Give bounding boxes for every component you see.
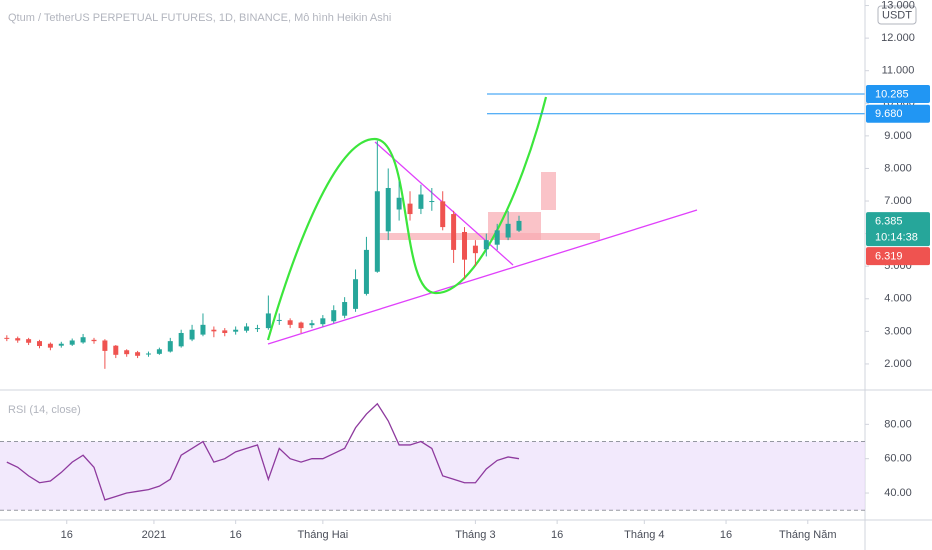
x-tick-label: Tháng Năm <box>779 529 836 541</box>
candle-body <box>462 231 468 260</box>
candle-body <box>396 197 402 210</box>
candle-body <box>233 329 239 332</box>
candle-body <box>222 330 228 333</box>
price-label-box <box>866 84 930 103</box>
x-tick-label: 16 <box>551 529 563 541</box>
y-tick-label: 11.000 <box>882 65 915 77</box>
candle-body <box>451 214 457 250</box>
candle-body <box>265 313 271 329</box>
zone-box <box>541 172 556 210</box>
y-tick-label: 3.000 <box>884 325 912 337</box>
y-tick-label: 40.00 <box>884 487 912 499</box>
candle-body <box>309 323 315 326</box>
candle-body <box>69 340 75 345</box>
candle-body <box>320 318 326 325</box>
candle-body <box>37 341 43 347</box>
candle-body <box>200 324 206 335</box>
candle-body <box>331 310 337 322</box>
candle-body <box>494 230 500 245</box>
rsi-title: RSI (14, close) <box>8 404 81 416</box>
candle-body <box>47 343 53 348</box>
rsi-line <box>6 402 520 501</box>
candle-body <box>102 340 108 351</box>
y-tick-label: 13.000 <box>881 0 915 11</box>
candle-body <box>156 349 162 354</box>
candle-body <box>385 187 391 232</box>
candle-body <box>276 319 282 321</box>
price-label: 9.680 <box>875 108 903 120</box>
y-tick-label: 80.00 <box>884 418 912 430</box>
candle-body <box>254 328 260 330</box>
candle-body <box>440 201 446 228</box>
candle-body <box>483 240 489 250</box>
candle-body <box>167 341 173 352</box>
y-tick-label: 7.000 <box>884 195 912 207</box>
candle-body <box>472 245 478 254</box>
candle-body <box>244 326 250 331</box>
y-tick-label: 9.000 <box>884 130 912 142</box>
candle-body <box>429 201 435 203</box>
x-tick-label: 16 <box>720 529 732 541</box>
x-tick-label: Tháng 4 <box>624 529 664 541</box>
candle-body <box>135 352 141 356</box>
currency-label[interactable]: USDT <box>882 9 912 21</box>
price-label: 6.319 <box>875 250 903 262</box>
candle-body <box>505 223 511 238</box>
y-tick-label: 12.000 <box>881 32 915 44</box>
candle-body <box>26 339 32 343</box>
candle-body <box>418 194 424 209</box>
x-tick-label: Tháng Hai <box>297 529 348 541</box>
x-tick-label: 2021 <box>142 529 166 541</box>
price-label: 6.385 <box>875 215 903 227</box>
candles <box>4 140 522 369</box>
candle-body <box>211 329 217 332</box>
candle-body <box>298 322 304 329</box>
candle-body <box>91 339 97 342</box>
x-tick-label: 16 <box>61 529 73 541</box>
candle-body <box>287 320 293 325</box>
trend-line <box>267 209 698 345</box>
currency-button[interactable] <box>877 5 917 25</box>
candle-body <box>80 337 86 343</box>
candle-body <box>113 345 119 355</box>
x-tick-label: 16 <box>230 529 242 541</box>
chart-title: Qtum / TetherUS PERPETUAL FUTURES, 1D, B… <box>8 12 391 24</box>
candle-body <box>407 203 413 215</box>
price-label-box <box>866 247 930 266</box>
price-label-box <box>866 212 930 247</box>
candle-body <box>374 191 380 272</box>
candle-body <box>363 249 369 294</box>
candle-body <box>189 329 195 340</box>
candle-body <box>178 332 184 347</box>
y-tick-label: 2.000 <box>884 358 912 370</box>
y-tick-label: 4.000 <box>884 293 912 305</box>
candle-body <box>15 338 21 341</box>
zone-box <box>375 233 600 240</box>
candle-body <box>58 343 64 346</box>
y-tick-label: 8.000 <box>884 162 912 174</box>
candle-body <box>145 353 151 355</box>
rsi-band <box>0 441 865 511</box>
candle-body <box>4 337 10 339</box>
price-label-box <box>866 104 930 123</box>
price-label: 10.285 <box>875 88 909 100</box>
candle-body <box>342 302 348 316</box>
candle-body <box>516 220 522 231</box>
candle-body <box>124 350 130 355</box>
y-tick-label: 60.00 <box>884 453 912 465</box>
price-countdown: 10:14:38 <box>875 231 918 243</box>
x-tick-label: Tháng 3 <box>455 529 495 541</box>
candle-body <box>353 279 359 309</box>
